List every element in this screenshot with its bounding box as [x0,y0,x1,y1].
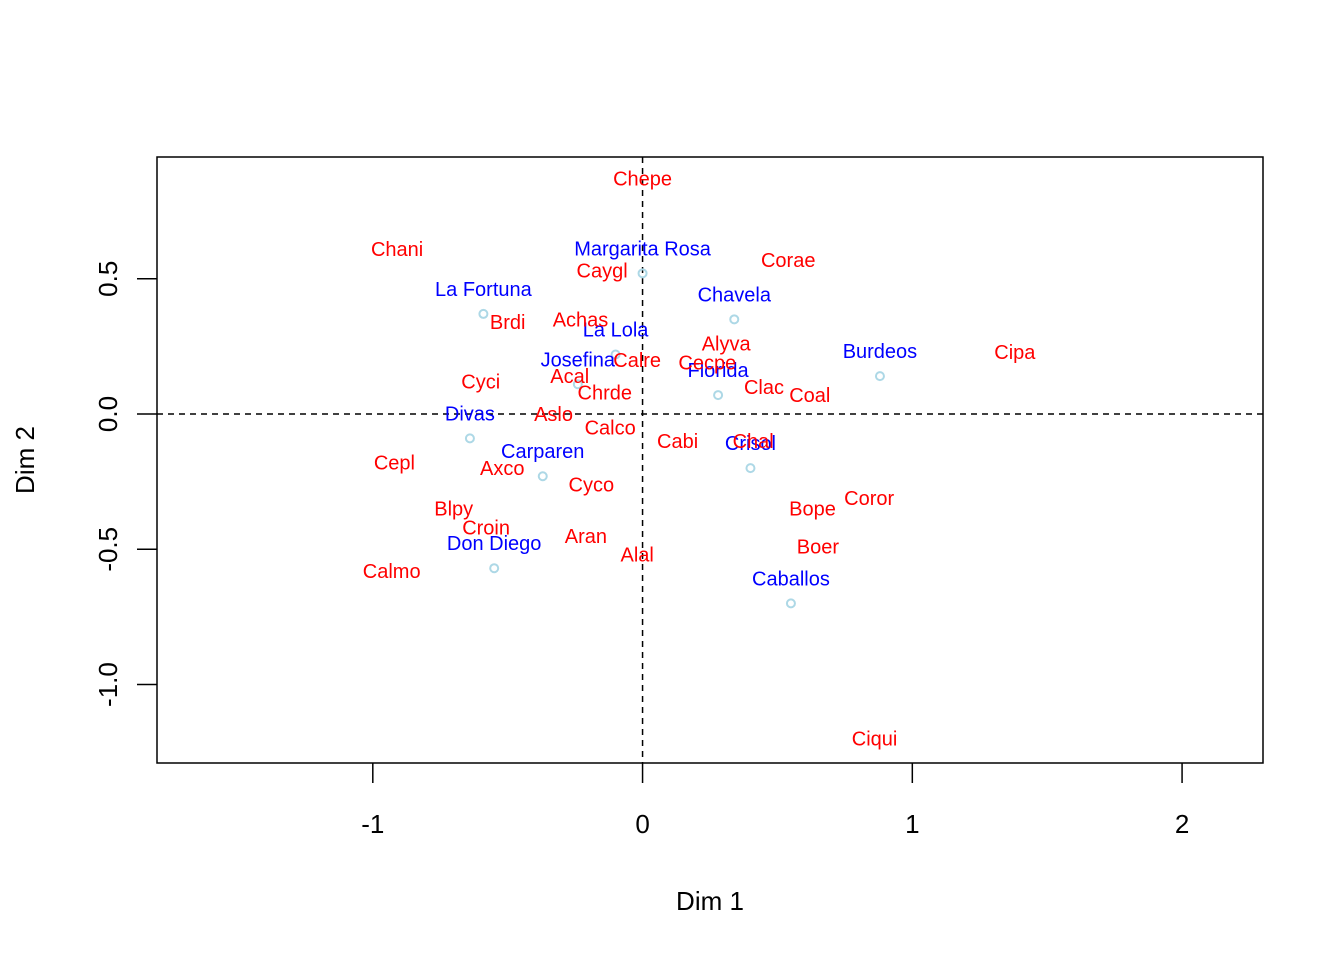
row-label-chavela: Chavela [698,284,772,306]
row-label-crisol: Crisol [725,433,776,455]
point-marker-burdeos [874,371,885,382]
column-label-caygl: Caygl [577,261,628,283]
row-label-florida: Florida [688,360,750,382]
x-tick-label: -1 [361,809,384,839]
column-label-aslo: Aslo [534,404,573,426]
column-label-chal: Chal [733,431,774,453]
x-axis-label: Dim 1 [676,886,744,916]
row-label-margarita-rosa: Margarita Rosa [574,238,712,260]
point-marker-josefina [572,379,583,390]
point-marker-caballos [785,598,796,609]
row-label-carparen: Carparen [501,441,584,463]
point-marker-crisol [745,463,756,474]
column-label-coal: Coal [789,385,830,407]
column-label-alyva: Alyva [702,334,752,356]
y-tick-label: -1.0 [93,662,123,707]
column-label-cipa: Cipa [994,342,1036,364]
point-marker-don-diego [489,563,500,574]
column-label-cabi: Cabi [657,431,698,453]
x-tick-label: 0 [635,809,649,839]
column-label-brdi: Brdi [490,312,526,334]
column-label-calco: Calco [585,418,636,440]
column-label-bope: Bope [789,499,836,521]
point-marker-la-lola [610,349,621,360]
column-label-chepe: Chepe [613,169,672,191]
column-label-chani: Chani [371,239,423,261]
column-label-coror: Coror [844,488,894,510]
column-label-cyci: Cyci [461,372,500,394]
column-label-clac: Clac [744,377,784,399]
x-tick-label: 2 [1175,809,1189,839]
point-marker-margarita-rosa [637,268,648,279]
column-label-acal: Acal [550,366,589,388]
column-label-alal: Alal [620,545,653,567]
column-label-axco: Axco [480,458,524,480]
axes: -1 0 1 2 -1.0 -0.5 0.0 0.5 [93,261,1189,839]
column-label-calmo: Calmo [363,561,421,583]
point-labels: Margarita Rosa La Fortuna Chavela La Lola Jo… [363,169,1036,751]
point-marker-divas [464,433,475,444]
column-label-cyco: Cyco [569,474,615,496]
row-label-josefina: Josefina [541,349,616,371]
x-tick-label: 1 [905,809,919,839]
reference-lines [157,157,1263,763]
row-label-divas: Divas [445,403,495,425]
point-markers [464,268,885,609]
column-label-blpy: Blpy [434,499,473,521]
y-tick-label: -0.5 [93,527,123,572]
column-label-chrde: Chrde [578,382,632,404]
y-tick-label: 0.0 [93,396,123,432]
column-label-achas: Achas [553,309,609,331]
row-label-la-lola: La Lola [583,319,649,341]
column-label-cepl: Cepl [374,453,415,475]
row-label-don-diego: Don Diego [447,533,542,555]
column-label-croin: Croin [462,518,510,540]
y-axis-label: Dim 2 [10,426,40,494]
plot-frame [156,156,1264,764]
row-label-burdeos: Burdeos [843,341,918,363]
point-marker-florida [713,390,724,401]
column-label-ciqui: Ciqui [852,729,898,751]
column-label-boer: Boer [797,537,840,559]
column-label-cecpe: Cecpe [678,353,736,375]
column-label-aran: Aran [565,526,607,548]
column-label-corae: Corae [761,250,815,272]
point-marker-carparen [537,471,548,482]
row-label-caballos: Caballos [752,568,830,590]
column-label-calre: Calre [613,350,661,372]
point-marker-chavela [729,314,740,325]
point-marker-la-fortuna [478,308,489,319]
y-tick-label: 0.5 [93,261,123,297]
row-label-la-fortuna: La Fortuna [435,279,533,301]
